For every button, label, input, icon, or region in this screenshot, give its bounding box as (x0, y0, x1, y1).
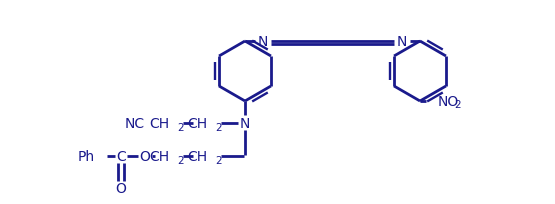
Text: N: N (258, 35, 268, 49)
Text: 2: 2 (177, 155, 184, 165)
Text: 2: 2 (215, 155, 221, 165)
Text: CH: CH (149, 149, 169, 163)
Text: N: N (240, 116, 250, 130)
Text: Ph: Ph (78, 149, 95, 163)
Text: O: O (115, 181, 127, 195)
Text: NC: NC (125, 116, 145, 130)
Text: CH: CH (149, 116, 169, 130)
Text: O: O (139, 149, 150, 163)
Text: N: N (397, 35, 407, 49)
Text: 2: 2 (215, 122, 221, 132)
Text: C: C (116, 149, 126, 163)
Text: CH: CH (187, 116, 207, 130)
Text: CH: CH (187, 149, 207, 163)
Text: NO: NO (438, 94, 459, 109)
Text: 2: 2 (177, 122, 184, 132)
Text: 2: 2 (454, 100, 461, 110)
